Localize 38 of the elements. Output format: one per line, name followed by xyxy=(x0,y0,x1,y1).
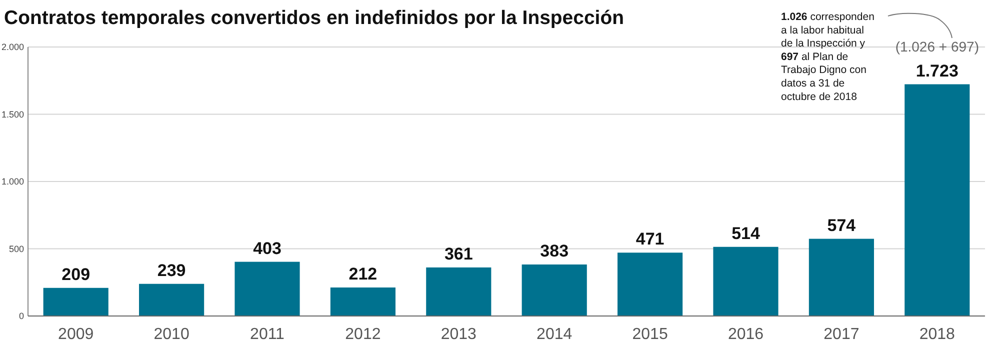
y-tick-label: 1.000 xyxy=(1,176,24,187)
x-tick-label: 2011 xyxy=(250,326,285,343)
bar xyxy=(713,246,778,316)
bar xyxy=(522,264,587,316)
bar xyxy=(234,262,300,316)
data-label: 361 xyxy=(444,244,473,264)
data-label: 212 xyxy=(348,264,378,284)
annotation: (1.026 + 697) xyxy=(895,38,979,54)
y-tick-label: 500 xyxy=(8,244,24,254)
data-label: 514 xyxy=(732,224,760,243)
bar xyxy=(618,252,683,316)
bar xyxy=(904,84,970,316)
x-tick-label: 2013 xyxy=(440,326,477,343)
x-tick-label: 2017 xyxy=(824,326,860,343)
data-label: 383 xyxy=(540,241,569,260)
x-tick-label: 2012 xyxy=(345,326,381,343)
data-label: 471 xyxy=(636,230,664,249)
x-tick-label: 2018 xyxy=(919,326,956,343)
data-label: 574 xyxy=(827,216,856,235)
x-tick-label: 2015 xyxy=(632,326,668,343)
chart-title: Contratos temporales convertidos en indefinidos por la Inspección xyxy=(4,7,625,29)
y-tick-label: 1.500 xyxy=(1,109,24,120)
y-tick-label: 0 xyxy=(18,311,24,322)
data-label: 403 xyxy=(253,238,282,258)
x-tick-label: 2016 xyxy=(728,326,764,343)
data-label: 209 xyxy=(62,264,90,284)
bar xyxy=(43,288,108,316)
x-tick-label: 2010 xyxy=(154,326,190,343)
data-label: 1.723 xyxy=(916,61,958,80)
bar xyxy=(426,267,492,316)
y-tick-label: 2.000 xyxy=(1,42,24,52)
x-tick-label: 2014 xyxy=(536,326,572,343)
text: 1.026 corresponden a la labor habitual de la Inspección y 697 al Plan de Trabajo Digno con datos a 31 de octubre de 2018 xyxy=(781,11,874,103)
x-tick-label: 2009 xyxy=(58,326,94,343)
bar xyxy=(139,284,204,316)
data-label: 239 xyxy=(157,260,186,280)
bar xyxy=(330,287,396,316)
bar xyxy=(808,238,874,316)
